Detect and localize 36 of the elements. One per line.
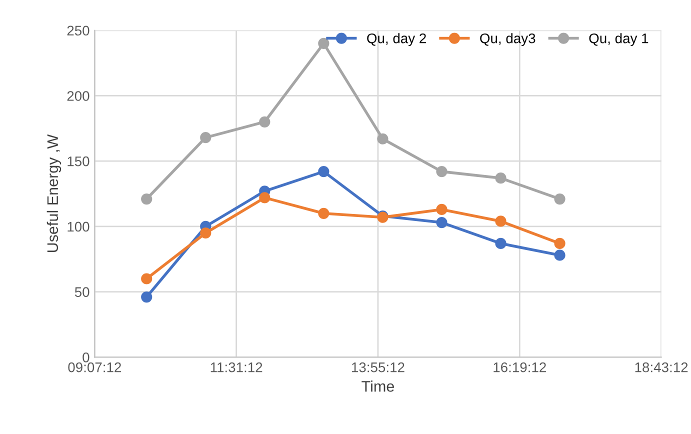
point — [141, 193, 152, 205]
y-tick-label: 100 — [68, 222, 90, 232]
point — [141, 273, 152, 284]
point — [259, 192, 270, 204]
legend-label: Qu, day 1 — [589, 33, 648, 46]
point — [259, 116, 270, 128]
point — [436, 204, 448, 216]
point — [436, 166, 448, 178]
point — [141, 291, 152, 303]
point — [554, 250, 566, 261]
y-tick-label: 250 — [67, 26, 90, 36]
point — [200, 132, 212, 144]
x-axis-title: Time — [362, 380, 394, 392]
point — [495, 216, 506, 227]
point — [554, 193, 566, 205]
y-tick-label: 200 — [67, 91, 90, 101]
point — [554, 238, 566, 250]
point — [318, 38, 330, 50]
point — [436, 216, 448, 228]
point — [200, 227, 212, 239]
x-tick-label: 11:31:12 — [210, 362, 262, 372]
y-axis-title: Useful Energy ,W — [46, 134, 62, 252]
point — [495, 238, 506, 250]
y-tick-label: 50 — [74, 287, 90, 297]
point — [318, 208, 330, 219]
point — [377, 133, 388, 144]
y-tick-label: 150 — [68, 156, 90, 166]
x-tick-label: 18:43:12 — [635, 362, 688, 372]
point — [318, 166, 330, 178]
x-tick-label: 16:19:12 — [494, 362, 546, 372]
legend-label: Qu, day 2 — [367, 33, 426, 46]
legend-label: Qu, day3 — [480, 33, 536, 46]
point — [495, 172, 506, 184]
x-tick-label: 13:55:12 — [352, 362, 404, 372]
y-tick-label: 0 — [82, 352, 90, 362]
x-tick-label: 09:07:12 — [68, 362, 122, 372]
